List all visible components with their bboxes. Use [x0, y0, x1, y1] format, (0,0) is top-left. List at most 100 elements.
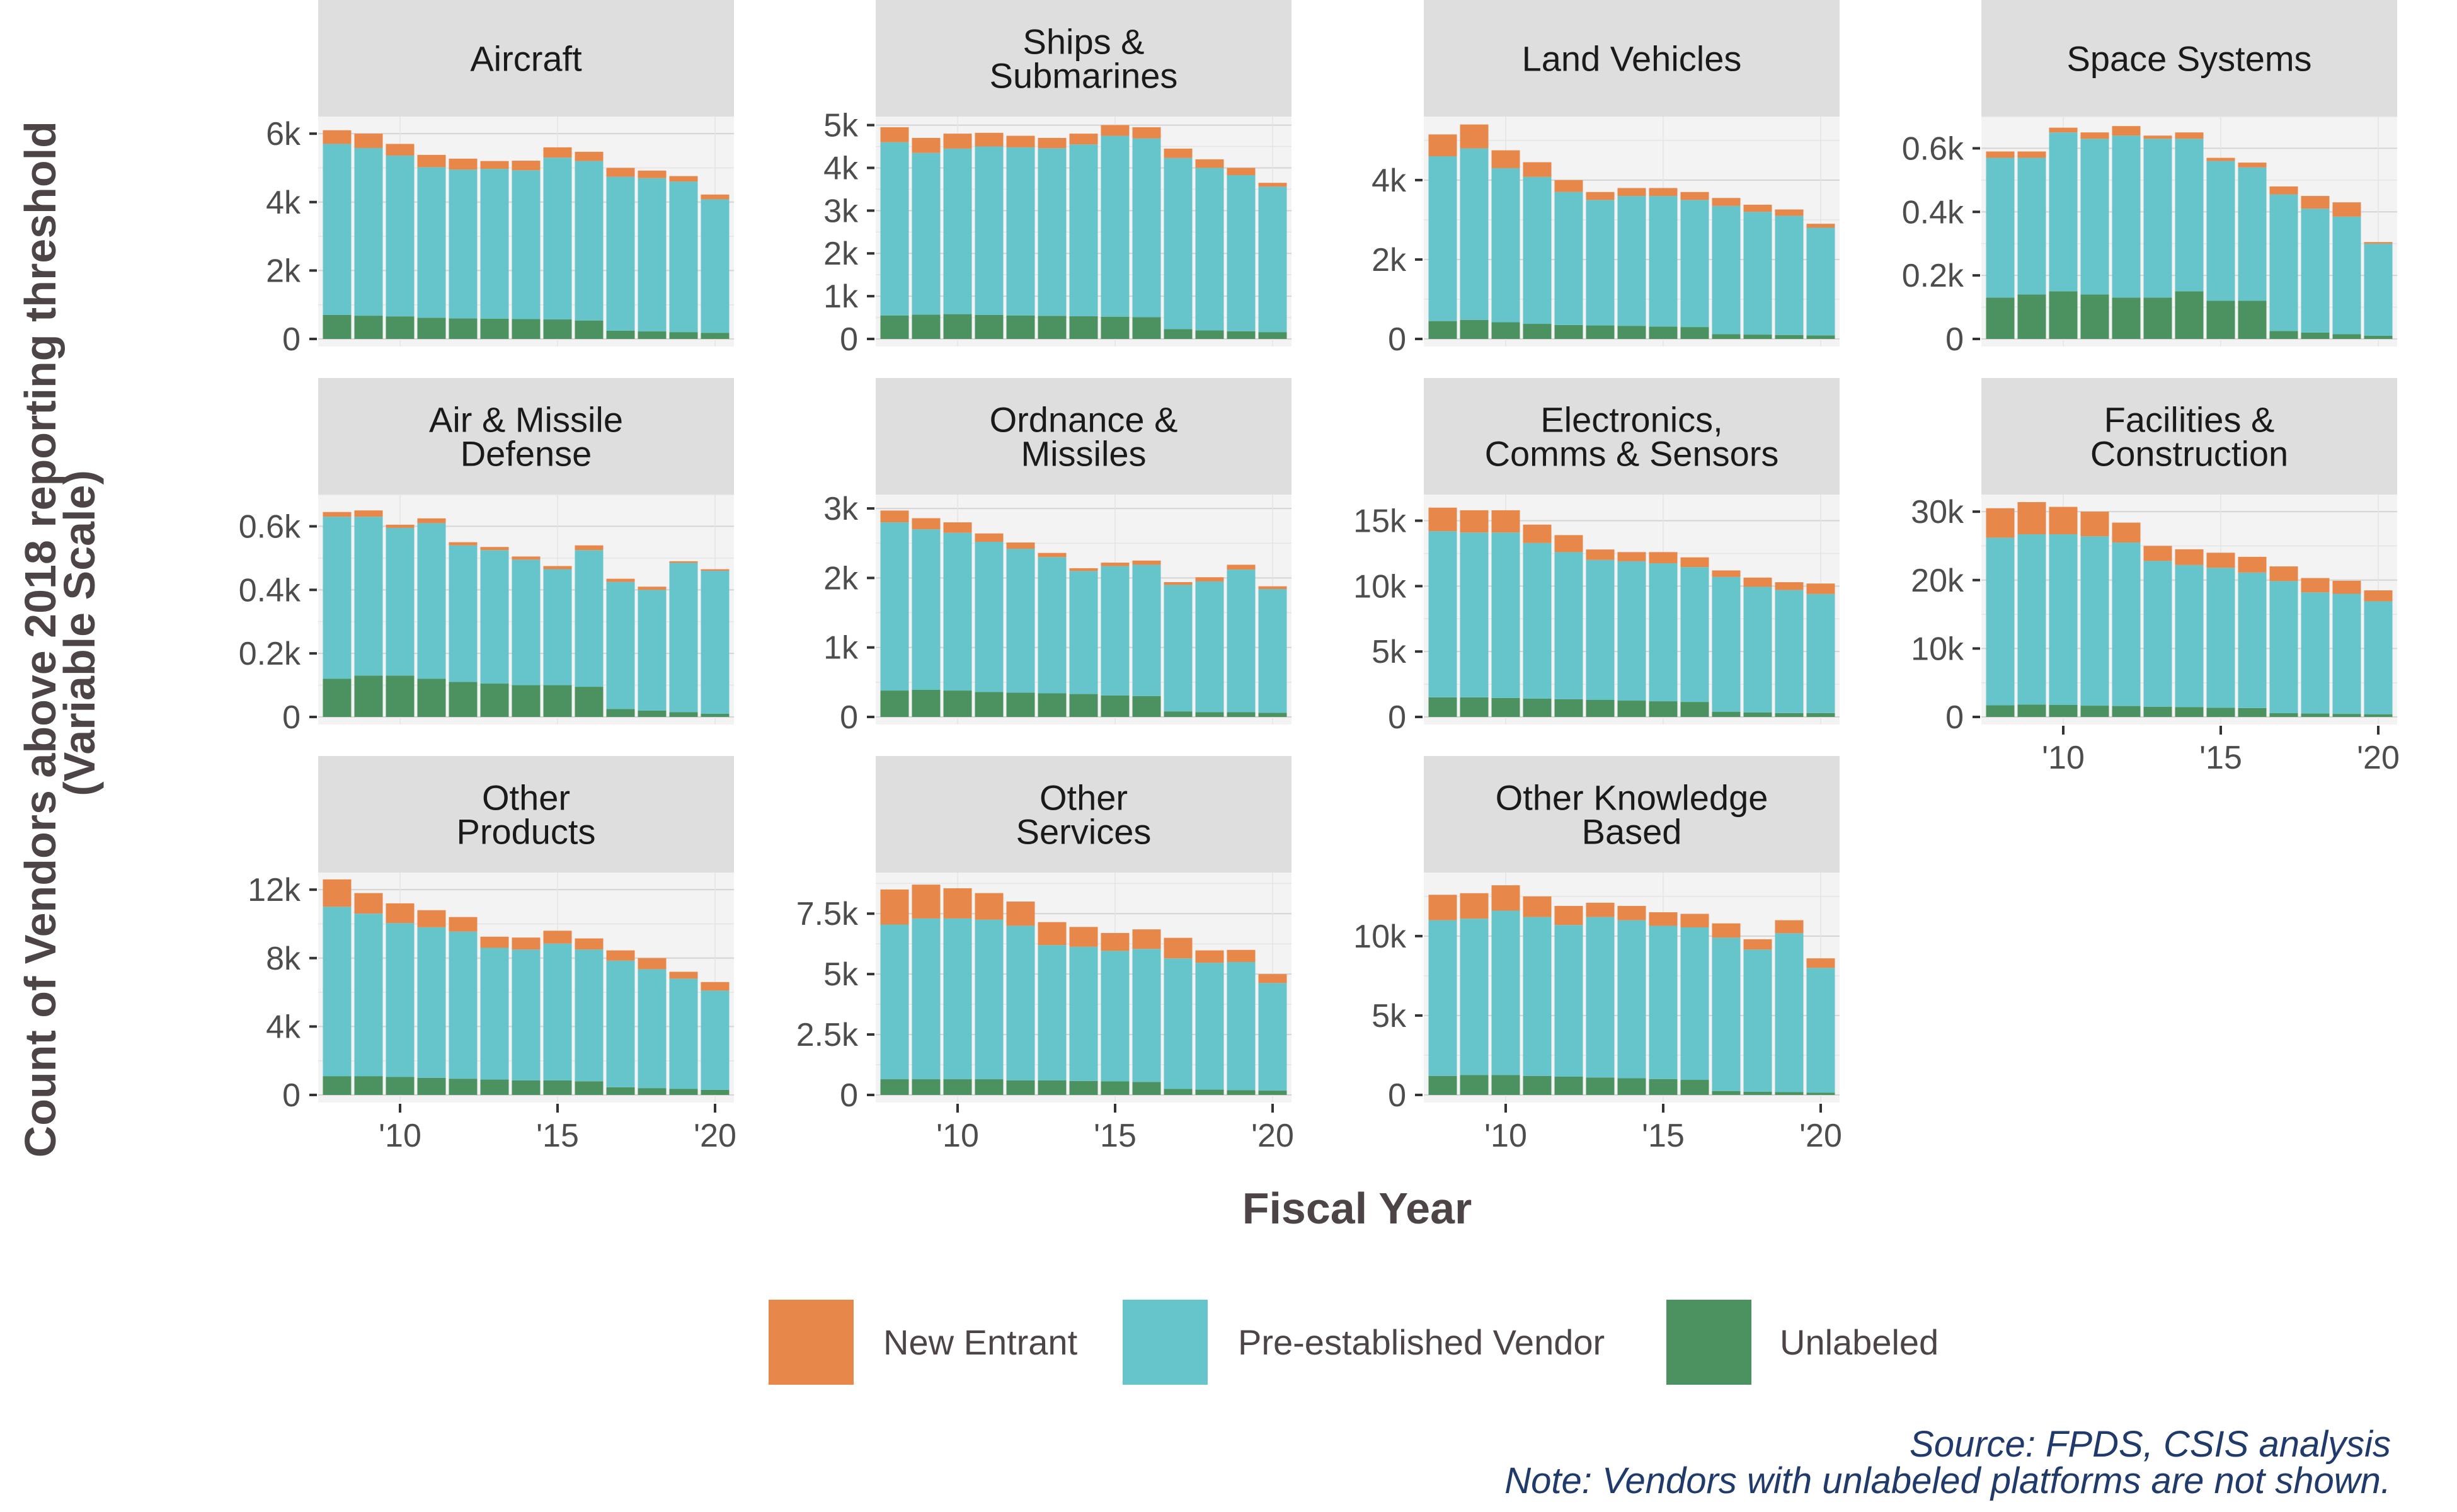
bar-unlabeled-2010 [1491, 322, 1520, 339]
bar-new-entrant-2009 [1460, 124, 1489, 149]
bar-unlabeled-2012 [1006, 692, 1035, 717]
bar-pre-established-vendor-2018 [1195, 168, 1224, 331]
bar-new-entrant-2014 [1069, 927, 1098, 947]
bar-pre-established-vendor-2008 [1428, 156, 1457, 321]
bar-unlabeled-2008 [1986, 297, 2015, 339]
y-tick-label: 0 [282, 699, 301, 736]
bar-pre-established-vendor-2012 [449, 545, 478, 682]
bar-pre-established-vendor-2014 [512, 559, 541, 685]
facet-strip [876, 0, 1292, 117]
bar-unlabeled-2014 [1069, 316, 1098, 339]
bar-pre-established-vendor-2016 [1132, 564, 1161, 696]
bar-new-entrant-2016 [1680, 914, 1709, 927]
bar-unlabeled-2014 [2175, 291, 2204, 339]
bar-unlabeled-2013 [1586, 1077, 1615, 1095]
bar-unlabeled-2016 [575, 687, 604, 717]
bar-new-entrant-2013 [1586, 192, 1615, 200]
bar-pre-established-vendor-2015 [1649, 563, 1678, 702]
bar-unlabeled-2009 [2017, 294, 2046, 339]
bar-unlabeled-2012 [449, 682, 478, 717]
bar-unlabeled-2008 [1428, 321, 1457, 339]
bar-new-entrant-2019 [2332, 202, 2361, 217]
bar-unlabeled-2013 [2143, 706, 2172, 717]
bar-new-entrant-2014 [1617, 905, 1646, 920]
bar-pre-established-vendor-2019 [1227, 570, 1256, 713]
bar-pre-established-vendor-2012 [449, 169, 478, 319]
facet-title-line: Other Knowledge [1496, 778, 1768, 818]
legend: New Entrant Pre-established Vendor Unlabel… [769, 1300, 1939, 1385]
bar-unlabeled-2013 [1038, 693, 1067, 717]
bar-pre-established-vendor-2020 [1806, 593, 1835, 713]
bar-pre-established-vendor-2012 [1006, 925, 1035, 1080]
bar-pre-established-vendor-2009 [1460, 919, 1489, 1075]
bar-new-entrant-2008 [1428, 134, 1457, 157]
y-tick-label: 0 [840, 1077, 858, 1114]
y-tick-label: 2k [823, 236, 859, 272]
bar-new-entrant-2011 [417, 910, 446, 927]
bar-new-entrant-2017 [1712, 198, 1741, 206]
bar-new-entrant-2017 [1712, 923, 1741, 938]
x-tick-label: '10 [2042, 740, 2085, 776]
facet-air-missile-defense: Air & Missile Defense 0 0.2k 0.4k 0.6k [239, 378, 734, 736]
bar-unlabeled-2018 [638, 710, 667, 717]
bar-new-entrant-2019 [669, 561, 698, 563]
bar-unlabeled-2018 [1195, 712, 1224, 717]
bar-unlabeled-2014 [1069, 694, 1098, 717]
bar-new-entrant-2012 [1554, 535, 1583, 553]
bar-pre-established-vendor-2015 [1649, 925, 1678, 1079]
bar-unlabeled-2008 [880, 1079, 909, 1095]
bar-pre-established-vendor-2009 [2017, 534, 2046, 705]
bar-pre-established-vendor-2020 [2364, 243, 2393, 336]
bar-unlabeled-2020 [701, 1089, 730, 1095]
bar-unlabeled-2013 [480, 684, 509, 717]
bar-unlabeled-2012 [1006, 1080, 1035, 1095]
x-tick-label: '10 [1484, 1118, 1527, 1154]
x-tick-label: '15 [2199, 740, 2242, 776]
bar-pre-established-vendor-2017 [1164, 158, 1193, 329]
y-tick-label: 20k [1911, 563, 1964, 599]
bar-new-entrant-2019 [669, 176, 698, 182]
bar-unlabeled-2020 [1258, 332, 1287, 339]
facets: Aircraft 0 2k 4k 6k Ships & Submarines 0 1k 2k 3k 4… [239, 0, 2400, 1154]
bar-pre-established-vendor-2016 [1680, 200, 1709, 328]
bar-new-entrant-2009 [2017, 151, 2046, 158]
bar-new-entrant-2015 [543, 147, 572, 158]
bar-pre-established-vendor-2011 [417, 523, 446, 679]
bar-pre-established-vendor-2016 [575, 550, 604, 687]
bar-unlabeled-2013 [1038, 1080, 1067, 1095]
facet-strip [1424, 378, 1840, 495]
bar-new-entrant-2018 [1195, 159, 1224, 168]
bar-pre-established-vendor-2018 [638, 178, 667, 332]
bar-unlabeled-2012 [1006, 315, 1035, 339]
bar-new-entrant-2016 [1132, 560, 1161, 565]
legend-swatch [769, 1300, 854, 1385]
bar-pre-established-vendor-2014 [1069, 571, 1098, 694]
bar-new-entrant-2008 [323, 879, 352, 907]
facet-title-line: Submarines [990, 56, 1178, 96]
bar-pre-established-vendor-2010 [943, 532, 972, 691]
bar-new-entrant-2018 [2301, 578, 2330, 593]
bar-pre-established-vendor-2018 [1743, 212, 1772, 335]
bar-unlabeled-2016 [1132, 696, 1161, 717]
bar-pre-established-vendor-2017 [606, 960, 635, 1087]
facet-strip [1424, 0, 1840, 117]
bar-new-entrant-2012 [1554, 180, 1583, 192]
legend-item-new-entrant: New Entrant [769, 1300, 1078, 1385]
bar-unlabeled-2019 [1227, 331, 1256, 339]
bar-new-entrant-2018 [638, 170, 667, 178]
bar-new-entrant-2018 [1743, 204, 1772, 212]
bar-pre-established-vendor-2016 [1680, 927, 1709, 1080]
legend-item-unlabeled: Unlabeled [1666, 1300, 1939, 1385]
bar-pre-established-vendor-2011 [2080, 139, 2109, 295]
bar-unlabeled-2019 [1227, 712, 1256, 717]
bar-pre-established-vendor-2015 [543, 569, 572, 685]
bar-pre-established-vendor-2008 [880, 142, 909, 316]
bar-unlabeled-2019 [1775, 335, 1804, 339]
bar-pre-established-vendor-2011 [1523, 542, 1552, 699]
bar-new-entrant-2008 [880, 127, 909, 142]
y-tick-label: 0 [1388, 1077, 1406, 1114]
facet-strip [318, 756, 734, 873]
bar-new-entrant-2018 [1195, 950, 1224, 963]
y-axis-title-line-1: Count of Vendors above 2018 reporting th… [16, 121, 65, 1157]
y-tick-label: 5k [823, 108, 859, 144]
